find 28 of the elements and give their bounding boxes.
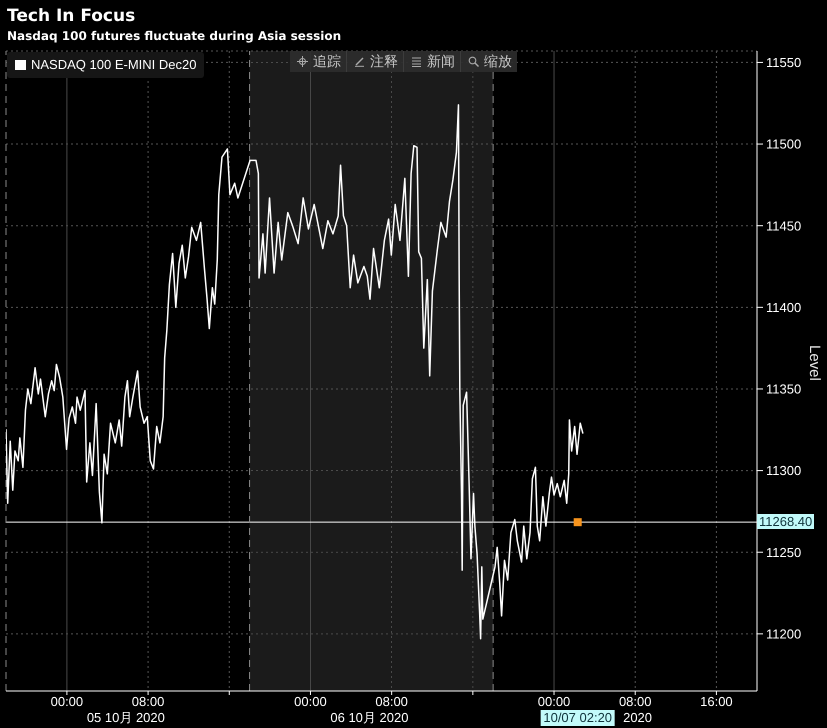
x-tick-label: 08:00 (375, 694, 408, 710)
annotation: 注释 (370, 52, 398, 70)
x-tick-label: 00:00 (294, 694, 327, 710)
annotation: 缩放 (484, 52, 512, 70)
y-tick-label: 11350 (766, 382, 802, 397)
x-tick-label: 08:00 (132, 694, 164, 710)
chart-title: Tech In Focus (7, 6, 136, 26)
y-tick-label: 11200 (766, 626, 802, 642)
annotation: 新闻 (427, 52, 455, 70)
text: 2020 (623, 710, 652, 726)
text: 05 10月 2020 (86, 710, 165, 726)
y-axis-title: Level (806, 345, 823, 381)
y-tick-label: 11450 (766, 218, 802, 234)
x-tick-label: 16:00 (700, 694, 733, 710)
y-tick-label: 11500 (766, 136, 802, 152)
text: 06 10月 2020 (330, 710, 408, 726)
y-tick-label: 11550 (766, 55, 802, 70)
x-tick-label: 08:00 (618, 694, 652, 710)
x-tick-label: 00:00 (538, 694, 570, 710)
annotation: 追踪 (313, 52, 341, 70)
legend-label: NASDAQ 100 E-MINI Dec20 (31, 57, 196, 72)
chart-subtitle: Nasdaq 100 futures fluctuate during Asia session (7, 29, 342, 43)
ref-line-label: 11268.40 (757, 514, 814, 530)
y-tick-label: 11300 (766, 463, 802, 478)
y-tick-label: 11250 (766, 544, 802, 560)
text: 10/07 02:20 (540, 710, 616, 726)
y-tick-label: 11400 (766, 300, 802, 315)
x-tick-label: 00:00 (50, 694, 84, 710)
